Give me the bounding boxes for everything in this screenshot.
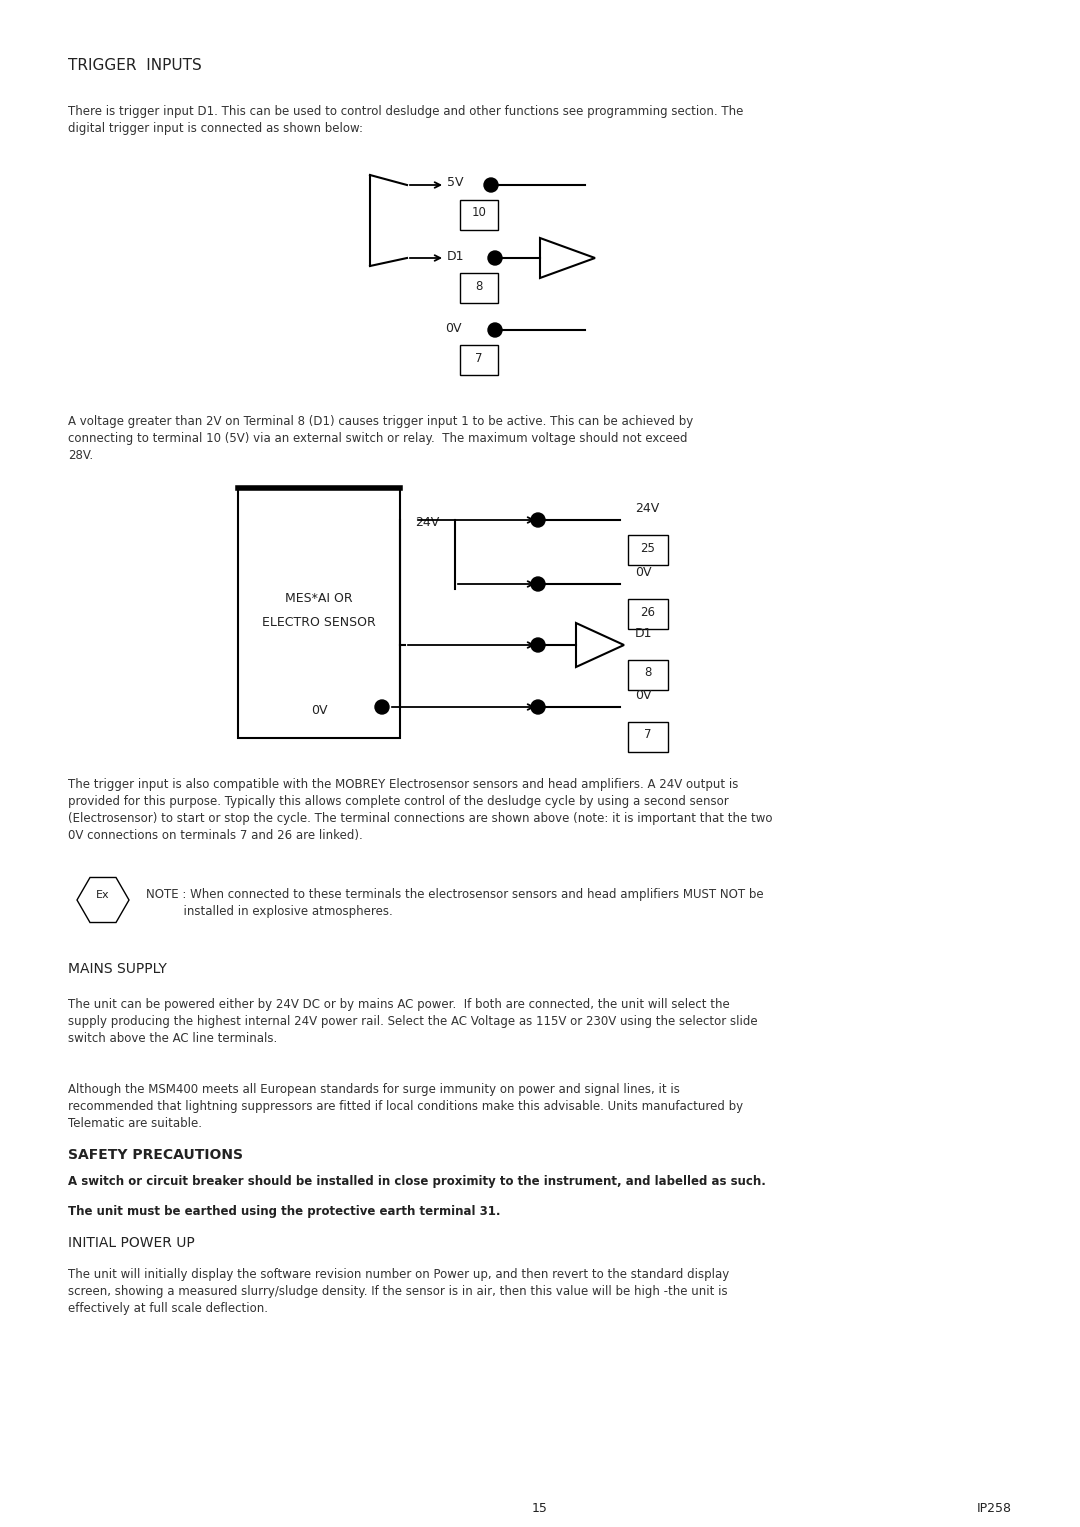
Text: 25: 25	[640, 542, 656, 554]
FancyBboxPatch shape	[460, 345, 498, 376]
FancyBboxPatch shape	[627, 660, 669, 690]
Text: There is trigger input D1. This can be used to control desludge and other functi: There is trigger input D1. This can be u…	[68, 105, 743, 134]
Text: MAINS SUPPLY: MAINS SUPPLY	[68, 962, 167, 976]
Text: IP258: IP258	[977, 1503, 1012, 1515]
Circle shape	[531, 699, 545, 715]
Text: 8: 8	[475, 279, 483, 293]
Text: 10: 10	[472, 206, 486, 220]
Circle shape	[375, 699, 389, 715]
Text: 7: 7	[475, 351, 483, 365]
Text: D1: D1	[447, 249, 464, 263]
FancyBboxPatch shape	[460, 273, 498, 302]
Text: The unit will initially display the software revision number on Power up, and th: The unit will initially display the soft…	[68, 1267, 729, 1315]
FancyBboxPatch shape	[460, 200, 498, 231]
Text: 24V: 24V	[635, 502, 659, 515]
Circle shape	[531, 577, 545, 591]
FancyBboxPatch shape	[238, 489, 400, 738]
Text: 5V: 5V	[447, 177, 463, 189]
Circle shape	[484, 179, 498, 192]
Circle shape	[531, 638, 545, 652]
Text: 8: 8	[645, 666, 651, 680]
FancyBboxPatch shape	[627, 534, 669, 565]
Text: The unit can be powered either by 24V DC or by mains AC power.  If both are conn: The unit can be powered either by 24V DC…	[68, 999, 758, 1044]
Text: ELECTRO SENSOR: ELECTRO SENSOR	[262, 617, 376, 629]
Text: INITIAL POWER UP: INITIAL POWER UP	[68, 1235, 194, 1251]
Text: 0V: 0V	[635, 567, 651, 579]
Text: TRIGGER  INPUTS: TRIGGER INPUTS	[68, 58, 202, 73]
Text: 15: 15	[532, 1503, 548, 1515]
Text: 0V: 0V	[635, 689, 651, 702]
Text: 26: 26	[640, 606, 656, 618]
Text: NOTE : When connected to these terminals the electrosensor sensors and head ampl: NOTE : When connected to these terminals…	[146, 889, 764, 918]
Text: Ex: Ex	[96, 890, 110, 899]
Text: D1: D1	[635, 628, 652, 640]
FancyBboxPatch shape	[627, 722, 669, 751]
Text: 7: 7	[645, 728, 651, 742]
Text: MES*AI OR: MES*AI OR	[285, 592, 353, 606]
Text: The trigger input is also compatible with the MOBREY Electrosensor sensors and h: The trigger input is also compatible wit…	[68, 777, 772, 841]
Text: Although the MSM400 meets all European standards for surge immunity on power and: Although the MSM400 meets all European s…	[68, 1083, 743, 1130]
Text: The unit must be earthed using the protective earth terminal 31.: The unit must be earthed using the prote…	[68, 1205, 500, 1219]
Text: 0V: 0V	[445, 322, 461, 334]
Text: 0V: 0V	[311, 704, 327, 716]
Circle shape	[488, 250, 502, 266]
Circle shape	[531, 513, 545, 527]
Text: A switch or circuit breaker should be installed in close proximity to the instru: A switch or circuit breaker should be in…	[68, 1174, 766, 1188]
Text: 24V: 24V	[415, 516, 440, 530]
Text: SAFETY PRECAUTIONS: SAFETY PRECAUTIONS	[68, 1148, 243, 1162]
FancyBboxPatch shape	[627, 599, 669, 629]
Circle shape	[488, 324, 502, 337]
Text: A voltage greater than 2V on Terminal 8 (D1) causes trigger input 1 to be active: A voltage greater than 2V on Terminal 8 …	[68, 415, 693, 463]
